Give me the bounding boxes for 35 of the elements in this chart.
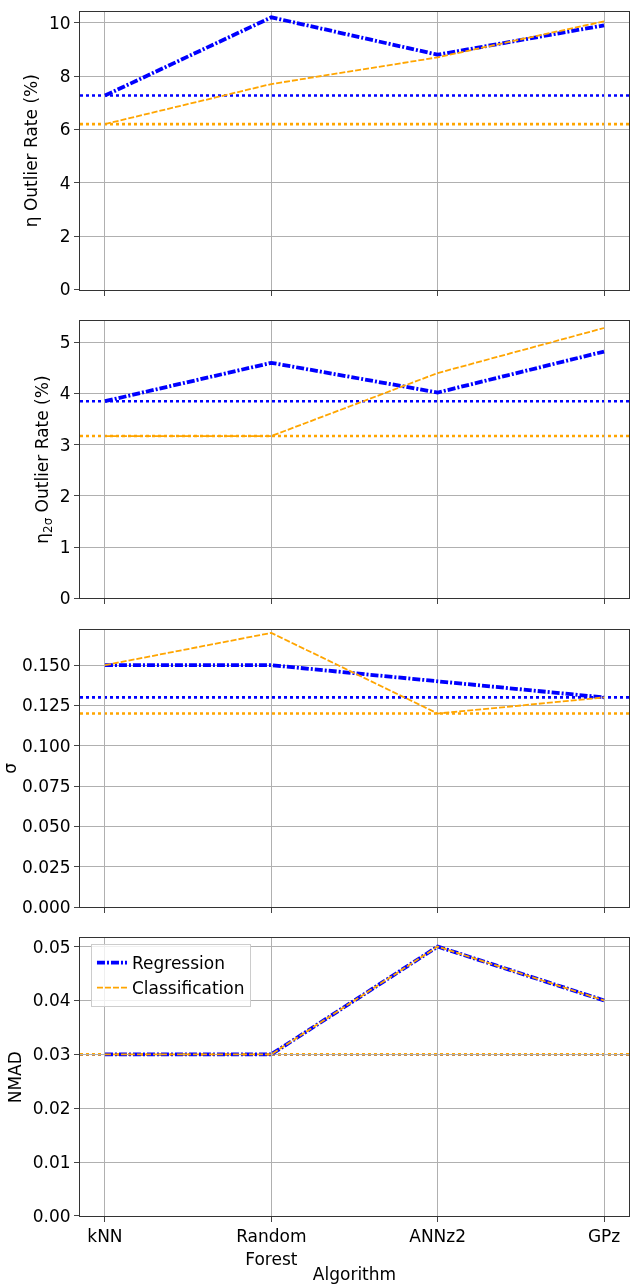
y-tick-label: 5 xyxy=(59,332,71,353)
x-tick-label: Random Forest xyxy=(236,1226,307,1269)
y-tick-label: 0.01 xyxy=(32,1152,71,1173)
y-tick-label: 0.03 xyxy=(32,1044,71,1065)
y-tick-label: 0.050 xyxy=(21,816,71,837)
y-tick-label: 4 xyxy=(59,172,71,193)
y-tick-label: 0.075 xyxy=(21,776,71,797)
y-axis-title: NMAD xyxy=(5,1051,26,1104)
x-axis-title: Algorithm xyxy=(312,1264,397,1284)
y-axis-title: σ xyxy=(0,762,20,774)
y-tick-label: 0.150 xyxy=(21,655,71,676)
x-tick-label: ANNz2 xyxy=(409,1226,467,1247)
y-tick-label: 0.125 xyxy=(21,695,71,716)
y-tick-label: 0 xyxy=(59,588,71,609)
y-tick-label: 2 xyxy=(59,485,71,506)
y-tick-label: 0.00 xyxy=(32,1205,71,1226)
x-tick-label: kNN xyxy=(87,1226,123,1247)
legend-label: Classification xyxy=(131,978,245,999)
legend-label: Regression xyxy=(131,953,225,974)
y-tick-label: 0.100 xyxy=(21,735,71,756)
y-tick-label: 0.02 xyxy=(32,1098,71,1119)
y-axis-title: η Outlier Rate (%) xyxy=(21,74,42,228)
y-tick-label: 6 xyxy=(59,119,71,140)
y-tick-label: 0.05 xyxy=(32,936,71,957)
y-tick-label: 8 xyxy=(59,65,71,86)
y-tick-label: 1 xyxy=(59,537,71,558)
y-tick-label: 3 xyxy=(59,434,71,455)
y-tick-label: 10 xyxy=(48,12,71,33)
y-tick-label: 0.025 xyxy=(21,856,71,877)
y-tick-label: 0.000 xyxy=(21,897,71,918)
y-tick-label: 2 xyxy=(59,226,71,247)
y-tick-label: 0 xyxy=(59,279,71,300)
x-tick-label: GPz xyxy=(587,1226,621,1247)
y-tick-label: 0.04 xyxy=(32,990,71,1011)
y-tick-label: 4 xyxy=(59,383,71,404)
